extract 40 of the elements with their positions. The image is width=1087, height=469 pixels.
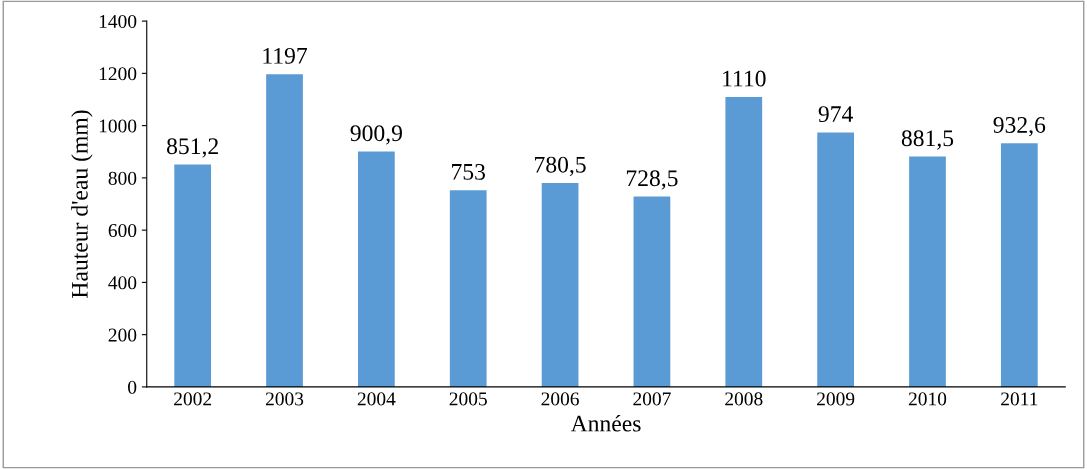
y-tick-label: 800 bbox=[108, 171, 137, 185]
x-tick-label: 2009 bbox=[817, 392, 855, 406]
bar bbox=[174, 164, 212, 387]
data-label: 851,2 bbox=[167, 138, 218, 158]
y-tick-label: 1400 bbox=[99, 14, 137, 29]
bar bbox=[725, 96, 763, 387]
y-tick-label: 1000 bbox=[99, 119, 137, 133]
y-tick-label: 400 bbox=[108, 276, 137, 290]
data-label: 881,5 bbox=[901, 130, 954, 150]
x-tick-label: 2006 bbox=[541, 392, 579, 406]
x-tick-label: 2007 bbox=[633, 392, 671, 406]
data-label: 900,9 bbox=[350, 125, 402, 145]
y-tick-label: 600 bbox=[108, 223, 137, 238]
x-tick-label: 2010 bbox=[908, 392, 947, 406]
x-tick-label: 2003 bbox=[265, 392, 304, 406]
data-label: 780,5 bbox=[535, 156, 586, 177]
y-tick-label: 0 bbox=[128, 380, 137, 394]
data-label: 1197 bbox=[263, 47, 308, 64]
y-tick-label: 1200 bbox=[99, 67, 137, 81]
data-label: 753 bbox=[452, 163, 486, 180]
bar bbox=[909, 156, 946, 387]
bar bbox=[266, 74, 303, 387]
data-label: 1110 bbox=[723, 70, 766, 87]
bar bbox=[541, 182, 579, 387]
x-tick-label: 2008 bbox=[725, 392, 763, 406]
bar bbox=[1000, 143, 1038, 387]
bar bbox=[633, 196, 671, 387]
x-tick-label: 2004 bbox=[357, 392, 396, 406]
bar bbox=[449, 190, 487, 387]
x-tick-label: 2005 bbox=[449, 392, 487, 406]
data-label: 728,5 bbox=[626, 170, 678, 190]
x-tick-label: 2011 bbox=[1001, 392, 1038, 406]
x-tick-label: 2002 bbox=[174, 392, 212, 406]
data-label: 974 bbox=[818, 106, 853, 123]
x-axis-title: Années bbox=[570, 414, 641, 432]
y-tick-label: 200 bbox=[108, 328, 137, 342]
bar bbox=[817, 132, 854, 387]
y-axis-title: Hauteur d'eau (mm) bbox=[71, 110, 93, 298]
bar bbox=[358, 151, 395, 387]
data-label: 932,6 bbox=[993, 117, 1046, 137]
